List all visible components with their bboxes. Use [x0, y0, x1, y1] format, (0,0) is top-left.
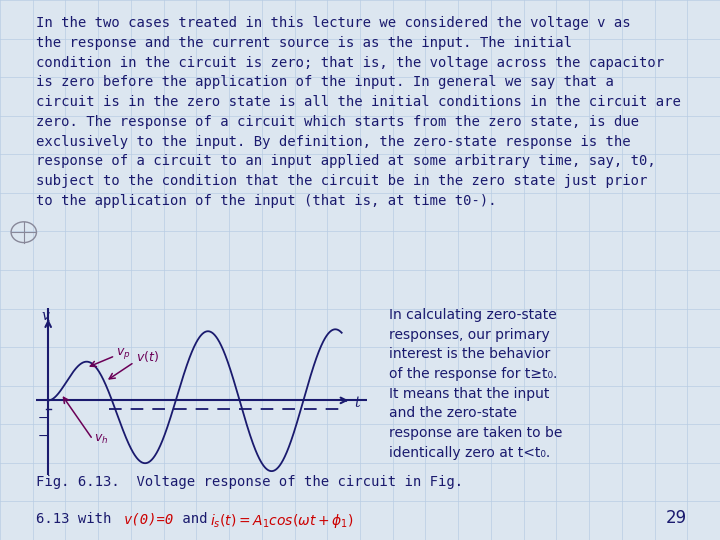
- Text: v: v: [41, 309, 49, 323]
- Text: t: t: [354, 396, 360, 410]
- Text: −: −: [38, 412, 48, 425]
- Text: 6.13 with: 6.13 with: [36, 512, 120, 526]
- Text: −: −: [38, 430, 48, 443]
- Text: $v(t)$: $v(t)$: [135, 349, 158, 364]
- Text: $i_s(t)=A_1cos(\omega t+\phi_1)$: $i_s(t)=A_1cos(\omega t+\phi_1)$: [210, 512, 354, 530]
- Text: 29: 29: [666, 509, 688, 528]
- Text: $v_p$: $v_p$: [117, 346, 131, 361]
- Text: v(0)=0: v(0)=0: [123, 512, 174, 526]
- Text: and: and: [174, 512, 216, 526]
- Text: In calculating zero-state
responses, our primary
interest is the behavior
of the: In calculating zero-state responses, our…: [389, 308, 562, 460]
- Text: $v_h$: $v_h$: [94, 433, 109, 446]
- Text: Fig. 6.13.  Voltage response of the circuit in Fig.: Fig. 6.13. Voltage response of the circu…: [36, 475, 463, 489]
- Text: In the two cases treated in this lecture we considered the voltage v as
the resp: In the two cases treated in this lecture…: [36, 16, 681, 208]
